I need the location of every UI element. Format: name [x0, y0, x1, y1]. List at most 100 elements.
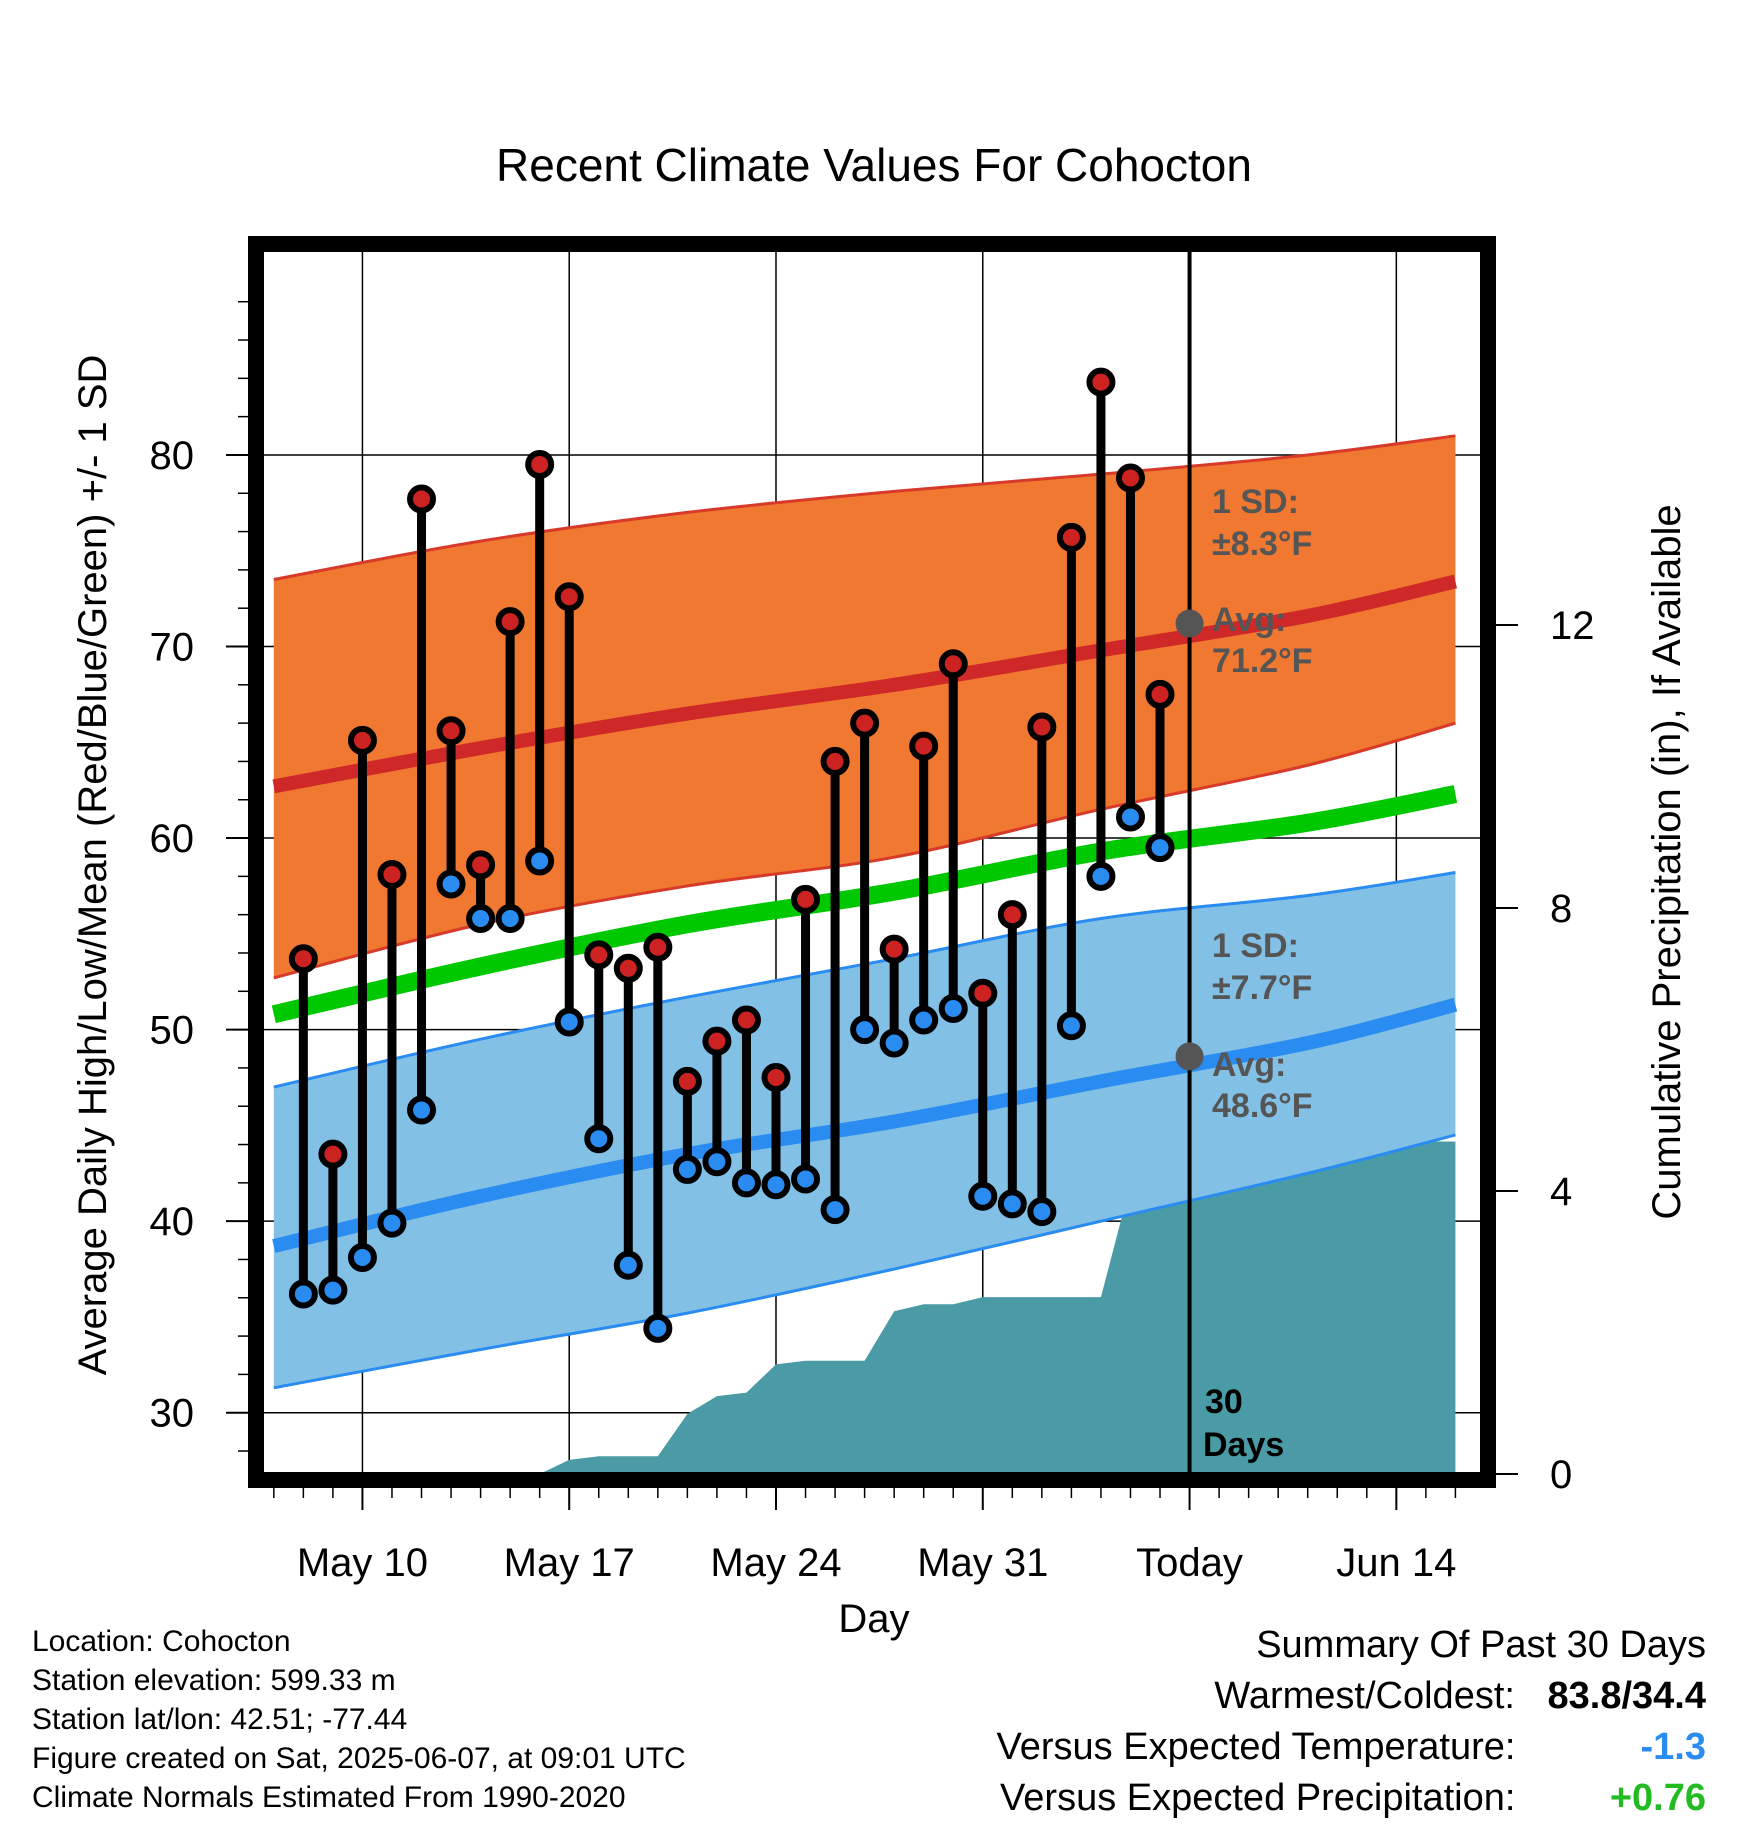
- daily-high-point: [554, 582, 584, 612]
- created-text: Figure created on Sat, 2025-06-07, at 09…: [32, 1742, 686, 1775]
- warmest-coldest-label: Warmest/Coldest:: [1214, 1675, 1515, 1717]
- daily-low-point: [761, 1170, 791, 1200]
- daily-low-point: [436, 869, 466, 899]
- axes: 30 40 50 60 70 80 0 4 8 12 May 10 May 17 May 24 May 3…: [150, 300, 1595, 1585]
- daily-high-point: [584, 940, 614, 970]
- daily-high-point: [791, 884, 821, 914]
- y2-tick-label: 4: [1550, 1170, 1572, 1214]
- low-avg-label: Avg:: [1212, 1046, 1286, 1084]
- y-tick-label: 70: [150, 626, 195, 670]
- daily-high-point: [938, 649, 968, 679]
- precip-area: [451, 1141, 1456, 1474]
- daily-high-point: [1056, 522, 1086, 552]
- x-axis-title: Day: [838, 1597, 910, 1641]
- daily-low-point: [495, 904, 525, 934]
- high-band-upper-edge: [273, 434, 1456, 581]
- elevation-text: Station elevation: 599.33 m: [32, 1664, 396, 1697]
- precip-fill: [451, 1141, 1456, 1474]
- low-sd-label: 1 SD:: [1212, 927, 1299, 965]
- x-tick-label: May 17: [504, 1541, 635, 1585]
- daily-low-point: [525, 846, 555, 876]
- high-avg-dot: [1175, 609, 1204, 638]
- daily-low-point: [377, 1208, 407, 1238]
- low-avg-value: 48.6°F: [1212, 1087, 1313, 1125]
- low-avg-dot: [1175, 1042, 1204, 1071]
- daily-high-point: [1086, 367, 1116, 397]
- daily-low-point: [1056, 1011, 1086, 1041]
- daily-low-point: [1115, 802, 1145, 832]
- precip-label: Versus Expected Precipitation:: [1000, 1777, 1516, 1819]
- today-line: [1175, 250, 1204, 1474]
- summary-panel: Summary Of Past 30 Days Warmest/Coldest:…: [997, 1620, 1706, 1824]
- daily-low-point: [1027, 1197, 1057, 1227]
- daily-low-point: [407, 1095, 437, 1125]
- x-tick-label: Jun 14: [1336, 1541, 1456, 1585]
- y-tick-label: 80: [150, 434, 195, 478]
- y-tick-label: 40: [150, 1200, 195, 1244]
- daily-low-point: [672, 1154, 702, 1184]
- daily-high-point: [761, 1062, 791, 1092]
- x-tick-label: Today: [1136, 1541, 1243, 1585]
- y2-tick-label: 0: [1550, 1453, 1572, 1497]
- y-axis-label: Average Daily High/Low/Mean (Red/Blue/Gr…: [71, 355, 115, 1376]
- daily-high-point: [1115, 463, 1145, 493]
- chart-title: Recent Climate Values For Cohocton: [496, 139, 1252, 191]
- daily-low-point: [1145, 833, 1175, 863]
- daily-low-point: [643, 1313, 673, 1343]
- daily-high-point: [702, 1026, 732, 1056]
- daily-high-point: [407, 484, 437, 514]
- normals-text: Climate Normals Estimated From 1990-2020: [32, 1781, 626, 1814]
- plot-border: [248, 236, 1496, 1488]
- daily-low-point: [1086, 861, 1116, 891]
- summary-temp: Versus Expected Temperature: -1.3: [997, 1722, 1706, 1773]
- daily-high-point: [525, 450, 555, 480]
- summary-precip: Versus Expected Precipitation: +0.76: [997, 1773, 1706, 1824]
- daily-high-point: [820, 746, 850, 776]
- high-sd-label: 1 SD:: [1212, 483, 1299, 521]
- daily-high-point: [997, 900, 1027, 930]
- daily-low-point: [909, 1005, 939, 1035]
- daily-high-point: [643, 932, 673, 962]
- daily-high-point: [731, 1005, 761, 1035]
- daily-high-point: [495, 607, 525, 637]
- daily-low-point: [584, 1124, 614, 1154]
- daily-high-point: [436, 716, 466, 746]
- high-avg-value: 71.2°F: [1212, 642, 1313, 680]
- daily-low-point: [554, 1007, 584, 1037]
- low-band-lower-edge: [273, 1133, 1456, 1390]
- daily-low-point: [347, 1243, 377, 1273]
- summary-warmest-coldest: Warmest/Coldest: 83.8/34.4: [997, 1671, 1706, 1722]
- daily-low-point: [318, 1275, 348, 1305]
- x-tick-label: May 31: [917, 1541, 1048, 1585]
- daily-low-point: [288, 1279, 318, 1309]
- y-tick-label: 50: [150, 1009, 195, 1053]
- precip-value: +0.76: [1609, 1777, 1706, 1819]
- high-avg-label: Avg:: [1212, 601, 1286, 639]
- daily-high-point: [850, 708, 880, 738]
- daily-low-point: [879, 1028, 909, 1058]
- normal-mean-line: [271, 785, 1458, 1024]
- high-sd-value: ±8.3°F: [1212, 525, 1312, 563]
- daily-low-point: [820, 1195, 850, 1225]
- daily-low-point: [850, 1015, 880, 1045]
- plot-frame: [248, 236, 1496, 1488]
- daily-high-point: [288, 944, 318, 974]
- daily-low-point: [791, 1164, 821, 1194]
- daily-low-point: [613, 1250, 643, 1280]
- x-tick-label: May 24: [710, 1541, 841, 1585]
- daily-high-point: [377, 859, 407, 889]
- warmest-coldest-value: 83.8/34.4: [1547, 1675, 1706, 1717]
- normal-low-line: [272, 997, 1458, 1253]
- daily-high-point: [613, 953, 643, 983]
- location-text: Location: Cohocton: [32, 1625, 291, 1658]
- daily-low-point: [968, 1181, 998, 1211]
- days-unit-label: Days: [1203, 1426, 1284, 1464]
- temp-label: Versus Expected Temperature:: [996, 1726, 1516, 1768]
- y2-axis-label: Cumulative Precipitation (in), If Availa…: [1645, 504, 1689, 1219]
- annotations: 1 SD: ±8.3°F Avg: 71.2°F 1 SD: ±7.7°F Av…: [1203, 483, 1313, 1464]
- daily-high-point: [347, 725, 377, 755]
- temp-value: -1.3: [1640, 1726, 1706, 1768]
- daily-high-point: [909, 731, 939, 761]
- y-tick-label: 60: [150, 817, 195, 861]
- daily-high-point: [1145, 679, 1175, 709]
